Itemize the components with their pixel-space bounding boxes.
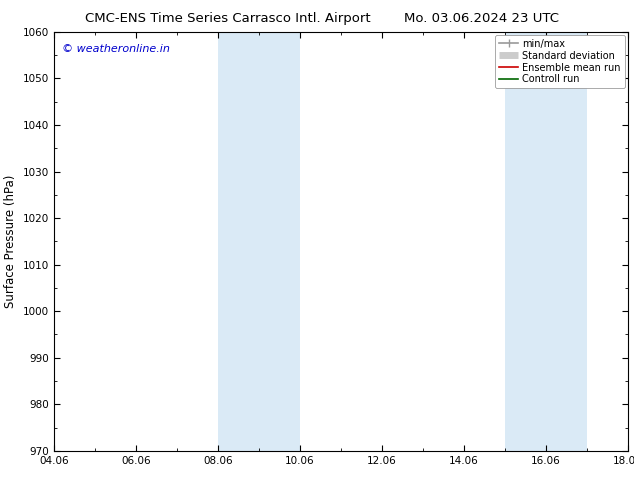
Text: © weatheronline.in: © weatheronline.in — [63, 45, 171, 54]
Legend: min/max, Standard deviation, Ensemble mean run, Controll run: min/max, Standard deviation, Ensemble me… — [495, 35, 624, 88]
Y-axis label: Surface Pressure (hPa): Surface Pressure (hPa) — [4, 174, 17, 308]
Text: Mo. 03.06.2024 23 UTC: Mo. 03.06.2024 23 UTC — [404, 12, 559, 25]
Bar — [218, 32, 300, 451]
Text: CMC-ENS Time Series Carrasco Intl. Airport: CMC-ENS Time Series Carrasco Intl. Airpo… — [86, 12, 371, 25]
Bar — [505, 32, 586, 451]
